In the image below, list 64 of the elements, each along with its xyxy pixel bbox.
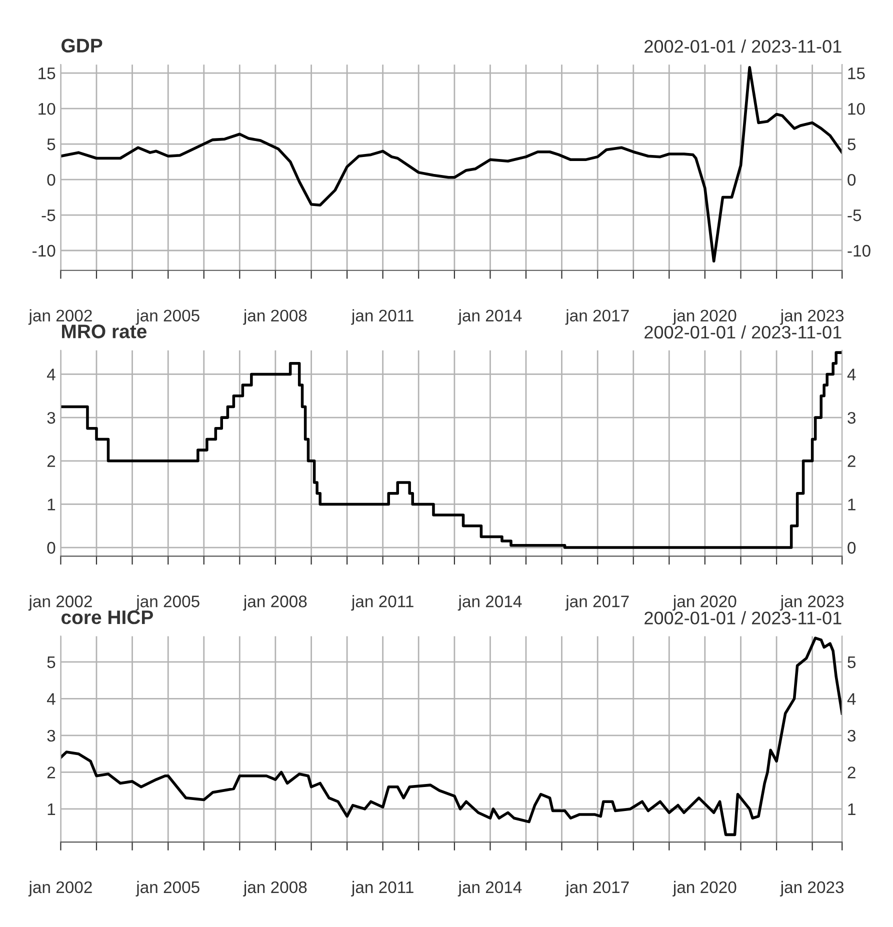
x-tick-label: jan 2014 (458, 595, 522, 611)
y-tick-label: 0 (47, 542, 56, 554)
x-tick-label: jan 2008 (243, 595, 307, 611)
y2-tick-label: 3 (848, 730, 856, 742)
chart-title: MRO rate (62, 324, 146, 338)
chart-subtitle: 2002-01-01 / 2023-11-01 (644, 325, 842, 339)
y2-tick-label: 15 (848, 68, 865, 80)
y-tick-label: 5 (47, 656, 56, 668)
y-tick-label: 0 (47, 174, 56, 186)
x-tick-label: jan 2020 (672, 595, 736, 611)
x-tick-label: jan 2017 (565, 309, 629, 325)
y-tick-label: 5 (47, 138, 56, 150)
x-tick-label: jan 2017 (565, 595, 629, 611)
y-tick-label: 4 (46, 693, 56, 705)
y2-tick-label: 2 (848, 455, 856, 467)
y-tick-label: 15 (38, 68, 56, 80)
y2-tick-label: 10 (848, 102, 865, 115)
y2-tick-label: 1 (848, 804, 856, 815)
x-tick-label: jan 2023 (780, 309, 844, 325)
x-tick-label: jan 2020 (672, 309, 736, 325)
chart-subtitle: 2002-01-01 / 2023-11-01 (644, 611, 842, 624)
y2-tick-label: 0 (848, 542, 856, 554)
line-series (60, 66, 842, 263)
x-tick-label: jan 2014 (458, 309, 522, 325)
y2-tick-label: -10 (848, 244, 870, 257)
x-tick-label: jan 2002 (28, 595, 92, 611)
chart-subtitle: 2002-01-01 / 2023-11-01 (644, 40, 842, 53)
y-tick-label: 3 (47, 412, 56, 424)
y2-tick-label: -5 (848, 210, 862, 222)
y-tick-label: 10 (38, 102, 56, 115)
x-tick-label: jan 2011 (351, 309, 414, 325)
y-tick-label: -5 (42, 210, 56, 222)
x-tick-label: jan 2005 (136, 880, 200, 896)
x-tick-label: jan 2002 (28, 309, 92, 325)
y-tick-label: 1 (48, 804, 56, 815)
x-tick-label: jan 2020 (672, 880, 736, 896)
y2-tick-label: 5 (848, 138, 856, 150)
x-tick-label: jan 2014 (458, 880, 522, 896)
y2-tick-label: 4 (847, 693, 856, 705)
y2-tick-label: 2 (848, 766, 856, 778)
y-tick-label: 2 (47, 766, 56, 778)
y-tick-label: 2 (47, 455, 56, 467)
x-tick-label: jan 2008 (243, 309, 307, 325)
line-series (60, 636, 842, 836)
x-tick-label: jan 2023 (780, 880, 844, 896)
y-tick-label: -10 (32, 244, 56, 257)
x-tick-label: jan 2008 (243, 880, 307, 896)
x-tick-label: jan 2017 (565, 880, 629, 896)
x-tick-label: jan 2023 (780, 595, 844, 611)
y2-tick-label: 3 (848, 412, 856, 424)
y-tick-label: 4 (46, 368, 56, 380)
chart-title: core HICP (61, 610, 153, 624)
x-tick-label: jan 2002 (28, 880, 92, 896)
x-tick-label: jan 2011 (351, 595, 414, 611)
y-tick-label: 1 (48, 498, 56, 510)
y2-tick-label: 1 (848, 498, 856, 510)
chart-title: GDP (62, 38, 102, 53)
y2-tick-label: 4 (847, 368, 856, 380)
x-tick-label: jan 2011 (351, 880, 414, 896)
y2-tick-label: 0 (848, 174, 856, 186)
y-tick-label: 3 (47, 730, 56, 742)
x-tick-label: jan 2005 (136, 309, 200, 325)
x-tick-label: jan 2005 (136, 595, 200, 611)
y2-tick-label: 5 (848, 656, 856, 668)
